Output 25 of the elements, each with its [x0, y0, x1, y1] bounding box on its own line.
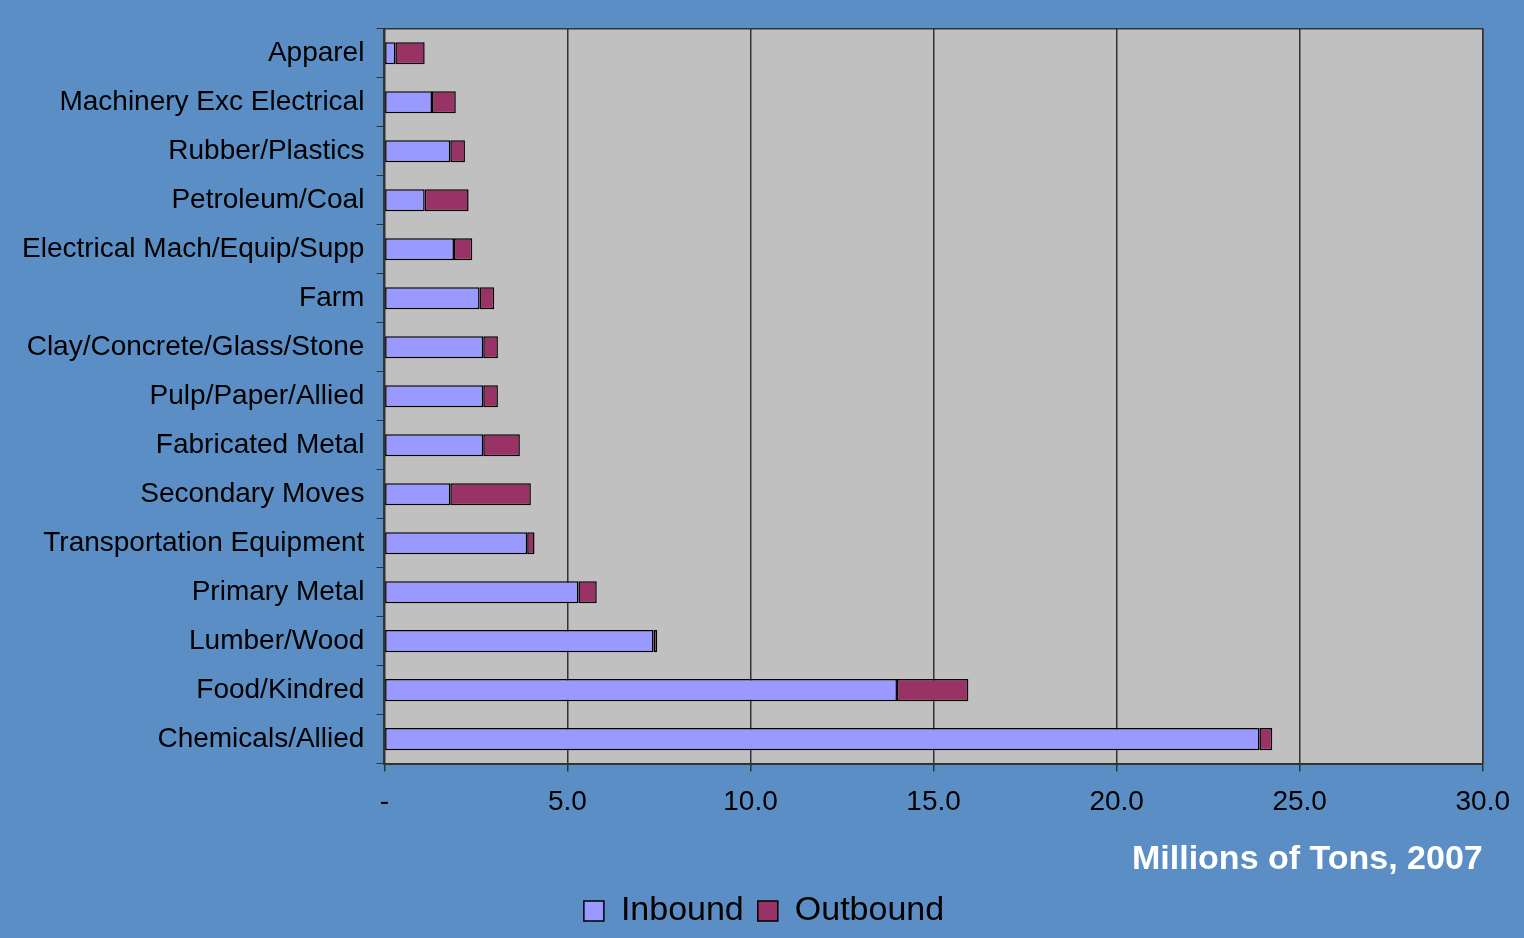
y-tick-label: Food/Kindred — [196, 672, 365, 704]
x-axis-title: Millions of Tons, 2007 — [1131, 837, 1483, 876]
y-tick-label: Fabricated Metal — [155, 427, 365, 459]
y-tick-label: Secondary Moves — [140, 476, 365, 508]
legend-label: Outbound — [794, 889, 945, 928]
x-tick-label: 20.0 — [1089, 785, 1144, 817]
y-tick-label: Chemicals/Allied — [157, 721, 365, 753]
y-tick-label: Farm — [299, 280, 365, 312]
legend-label: Inbound — [620, 889, 744, 928]
y-tick-label: Petroleum/Coal — [171, 182, 365, 214]
y-tick-label: Clay/Concrete/Glass/Stone — [26, 329, 365, 361]
y-tick-label: Transportation Equipment — [43, 525, 365, 557]
y-tick-label: Pulp/Paper/Allied — [149, 378, 365, 410]
y-tick-label: Rubber/Plastics — [168, 133, 365, 165]
x-tick-label: 25.0 — [1272, 785, 1327, 817]
y-tick-label: Electrical Mach/Equip/Supp — [21, 231, 365, 263]
x-tick-label: 30.0 — [1455, 785, 1510, 817]
x-tick-label: 5.0 — [547, 785, 587, 817]
x-tick-label: 10.0 — [723, 785, 778, 817]
y-tick-label: Machinery Exc Electrical — [59, 85, 365, 116]
x-tick-label: - — [379, 785, 390, 817]
y-tick-label: Apparel — [267, 36, 365, 68]
y-tick-label: Primary Metal — [191, 574, 365, 606]
x-tick-label: 15.0 — [906, 785, 961, 817]
y-tick-label: Lumber/Wood — [189, 623, 365, 655]
